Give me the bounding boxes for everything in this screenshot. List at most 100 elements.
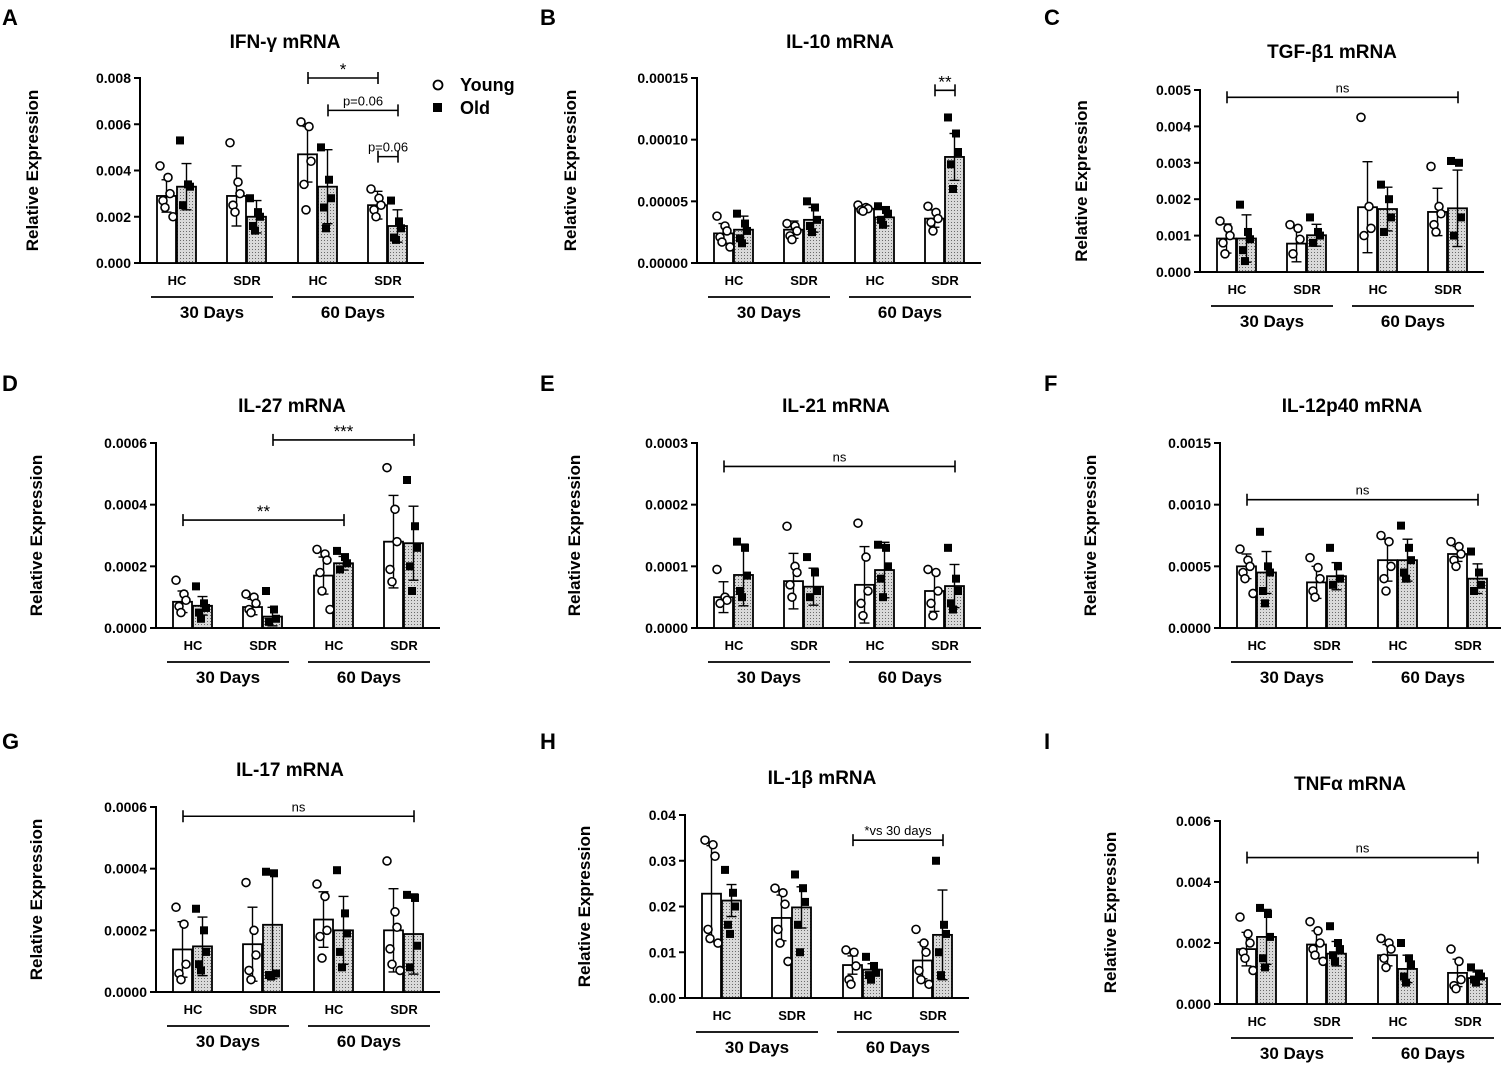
point-old — [200, 926, 208, 935]
point-young — [387, 576, 397, 587]
point-old — [1334, 562, 1342, 571]
point-young — [773, 924, 783, 935]
point-young — [382, 462, 392, 473]
y-tick-label: 0.0000 — [104, 984, 147, 1000]
point-young — [171, 902, 181, 913]
point-old — [336, 947, 344, 956]
point-young — [225, 137, 235, 148]
point-old — [872, 968, 880, 977]
day-label: 60 Days — [321, 303, 385, 322]
point-old — [406, 963, 414, 972]
point-old — [251, 226, 259, 235]
y-tick-label: 0.005 — [1156, 82, 1191, 98]
point-old — [1256, 527, 1264, 536]
y-tick-label: 0.0002 — [104, 558, 147, 574]
point-young — [1305, 916, 1315, 927]
point-young — [165, 188, 175, 199]
point-young — [858, 610, 868, 621]
chart-title: IL-1β mRNA — [768, 768, 877, 789]
point-young — [705, 933, 715, 944]
point-old — [944, 113, 952, 122]
point-old — [791, 870, 799, 879]
panel-e: E IL-21 mRNA Relative Expression 0.0000 0.00… — [540, 371, 981, 687]
point-old — [944, 543, 952, 552]
point-young — [1436, 208, 1446, 219]
point-old — [1402, 978, 1410, 987]
point-old — [801, 897, 809, 906]
point-old — [1266, 568, 1274, 577]
group-label: HC — [1369, 282, 1388, 297]
point-young — [923, 564, 933, 575]
point-old — [1306, 213, 1314, 222]
point-young — [235, 188, 245, 199]
panel-letter: H — [540, 729, 556, 754]
point-old — [741, 543, 749, 552]
panel-h: H IL-1β mRNA Relative Expression 0.00 0.01 0.… — [540, 729, 969, 1057]
y-tick-label: 0.0003 — [645, 435, 688, 451]
point-old — [940, 920, 948, 929]
point-old — [1405, 954, 1413, 963]
point-young — [306, 156, 316, 167]
point-old — [200, 599, 208, 608]
y-tick-label: 0.004 — [96, 163, 131, 179]
point-old — [197, 614, 205, 623]
point-young — [1305, 552, 1315, 563]
point-old — [726, 929, 734, 938]
point-old — [1266, 932, 1274, 941]
point-old — [1256, 903, 1264, 912]
point-young — [160, 202, 170, 213]
point-young — [703, 924, 713, 935]
point-old — [803, 197, 811, 206]
point-old — [736, 587, 744, 595]
y-axis-label: Relative Expression — [27, 819, 46, 981]
point-young — [385, 564, 395, 575]
point-old — [1450, 231, 1458, 240]
point-old — [202, 603, 210, 612]
point-old — [265, 617, 273, 626]
point-young — [385, 944, 395, 954]
point-young — [176, 974, 186, 985]
point-old — [884, 562, 892, 571]
point-young — [725, 242, 735, 252]
point-young — [710, 851, 720, 861]
point-old — [1316, 231, 1324, 240]
point-old — [1407, 556, 1415, 565]
point-young — [1243, 929, 1253, 939]
point-young — [155, 161, 165, 171]
y-tick-label: 0.00000 — [637, 255, 688, 271]
point-young — [863, 586, 873, 596]
point-old — [952, 129, 960, 138]
point-old — [246, 194, 254, 203]
point-old — [411, 893, 419, 902]
panel-letter: F — [1044, 371, 1057, 396]
point-young — [246, 607, 256, 618]
point-old — [877, 574, 885, 583]
point-old — [729, 888, 737, 897]
legend-old-label: Old — [460, 98, 490, 118]
point-old — [870, 961, 878, 970]
panel-g: G IL-17 mRNA Relative Expression 0.0000 0.00… — [2, 729, 440, 1051]
point-young — [849, 947, 859, 958]
point-young — [713, 938, 723, 948]
point-old — [408, 587, 416, 595]
point-old — [731, 902, 739, 911]
point-old — [879, 593, 887, 602]
point-young — [911, 924, 921, 935]
point-old — [1336, 945, 1344, 954]
point-young — [1240, 573, 1250, 584]
significance-label: ns — [1356, 841, 1370, 856]
chart-title: IL-10 mRNA — [786, 32, 894, 53]
y-tick-label: 0.001 — [1156, 228, 1191, 244]
point-young — [700, 835, 710, 845]
point-young — [163, 172, 173, 183]
group-label: SDR — [1454, 1014, 1482, 1029]
point-young — [931, 567, 941, 578]
y-tick-label: 0.00015 — [637, 70, 688, 86]
panel-letter: B — [540, 5, 556, 30]
point-young — [251, 950, 261, 960]
point-old — [1264, 910, 1272, 919]
point-old — [336, 565, 344, 574]
point-old — [721, 865, 729, 874]
point-old — [1407, 960, 1415, 969]
point-young — [179, 919, 189, 929]
